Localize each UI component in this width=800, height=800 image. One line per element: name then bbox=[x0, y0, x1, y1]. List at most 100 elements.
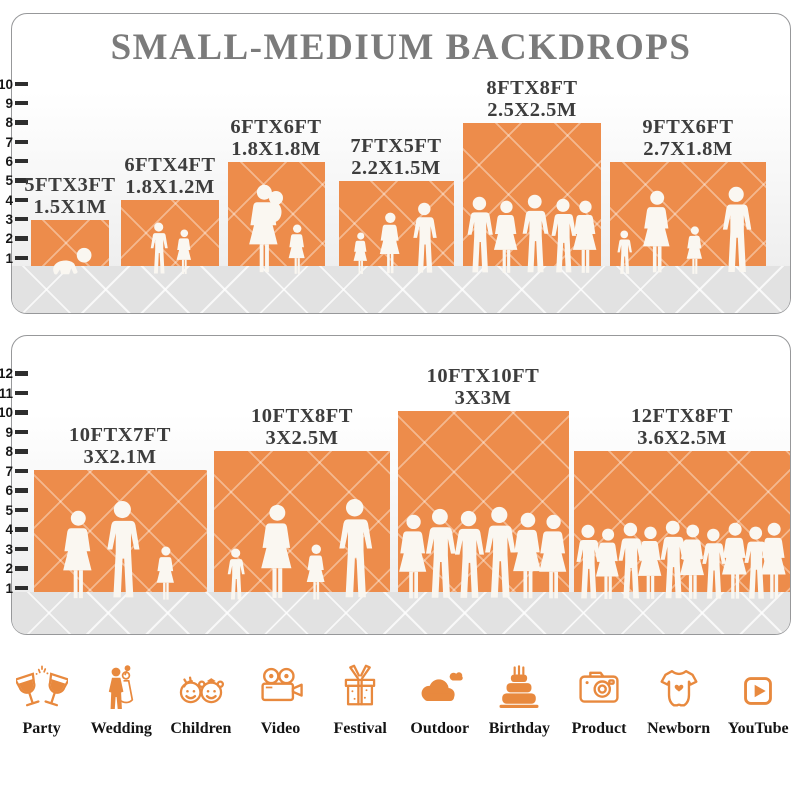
size-m: 1.5X1M bbox=[33, 196, 107, 218]
category-party: Party bbox=[4, 656, 80, 738]
ruler-tick: 7 bbox=[0, 135, 28, 150]
tick-dash bbox=[15, 101, 28, 106]
silhouette-figures bbox=[353, 202, 437, 275]
gift-box-icon bbox=[334, 656, 386, 714]
backdrop-bar-5ftx3ft bbox=[31, 220, 109, 275]
size-ft: 10FTX7FT bbox=[69, 424, 171, 446]
size-m: 2.2X1.5M bbox=[351, 157, 441, 179]
backdrop-label: 10FTX10FT 3X3M bbox=[398, 365, 568, 409]
ruler-tick: 8 bbox=[0, 115, 28, 130]
floor-strip bbox=[12, 266, 790, 313]
category-label: Party bbox=[22, 720, 61, 737]
category-label: Festival bbox=[333, 720, 387, 737]
tick-dash bbox=[15, 159, 28, 164]
size-ft: 5FTX3FT bbox=[24, 174, 116, 196]
tick-dash bbox=[15, 390, 28, 396]
backdrop-bar-6ftx6ft bbox=[228, 162, 325, 274]
video-camera-icon bbox=[255, 656, 307, 714]
large-panel: 12 11 10 9 8 7 6 5 4 3 2 1 10FTX7FT 3X2.1… bbox=[0, 335, 791, 635]
tick-dash bbox=[15, 449, 28, 454]
ruler-tick: 2 bbox=[0, 231, 28, 246]
ruler-tick: 7 bbox=[0, 464, 28, 479]
tick-dash bbox=[15, 429, 28, 435]
tick-dash bbox=[15, 197, 28, 203]
size-ft: 12FTX8FT bbox=[631, 405, 733, 427]
floor-strip bbox=[12, 592, 790, 634]
tick-dash bbox=[15, 236, 28, 241]
size-m: 3X2.1M bbox=[83, 446, 157, 468]
youtube-play-icon bbox=[735, 656, 781, 714]
backdrop-bar-10ftx10ft bbox=[398, 411, 569, 599]
tick-dash bbox=[15, 255, 28, 261]
category-youtube: YouTube bbox=[720, 656, 796, 738]
silhouette-figures bbox=[53, 247, 92, 275]
size-m: 1.8X1.8M bbox=[231, 138, 321, 160]
category-outdoor: Outdoor bbox=[402, 656, 478, 738]
backdrop-label: 7FTX5FT 2.2X1.5M bbox=[311, 135, 481, 179]
tick-dash bbox=[15, 527, 28, 532]
birthday-cake-icon bbox=[493, 656, 545, 714]
ruler-tick: 3 bbox=[0, 212, 28, 227]
tick-dash bbox=[15, 468, 28, 474]
wedding-couple-icon bbox=[97, 656, 145, 714]
ruler-tick: 1 bbox=[0, 251, 28, 266]
ruler-tick: 1 bbox=[0, 581, 28, 596]
category-label: Product bbox=[571, 720, 627, 737]
category-product: Product bbox=[561, 656, 637, 738]
ruler-tick: 9 bbox=[0, 425, 28, 440]
baby-onesie-icon bbox=[653, 656, 705, 714]
ruler-tick: 4 bbox=[0, 522, 28, 537]
ruler-tick: 5 bbox=[0, 503, 28, 518]
ruler-tick: 6 bbox=[0, 154, 28, 169]
page-title: SMALL-MEDIUM BACKDROPS bbox=[110, 27, 692, 68]
ruler-tick: 8 bbox=[0, 444, 28, 459]
tick-dash bbox=[15, 217, 28, 222]
tick-dash bbox=[15, 120, 28, 125]
category-label: Video bbox=[260, 720, 301, 737]
size-m: 2.7X1.8M bbox=[643, 138, 733, 160]
category-label: Children bbox=[170, 720, 232, 737]
category-wedding: Wedding bbox=[83, 656, 159, 738]
backdrop-bar-12ftx8ft bbox=[574, 451, 790, 599]
silhouette-figures bbox=[150, 222, 192, 274]
small-medium-panel: SMALL-MEDIUM BACKDROPS 10 9 8 7 6 5 4 3 … bbox=[0, 13, 791, 314]
ruler-tick: 6 bbox=[0, 483, 28, 498]
tick-dash bbox=[15, 488, 28, 493]
backdrop-bar-10ftx8ft bbox=[214, 451, 390, 600]
category-children: Children bbox=[163, 656, 239, 738]
clouds-icon bbox=[414, 656, 466, 714]
backdrop-bar-9ftx6ft bbox=[610, 162, 766, 274]
tick-dash bbox=[15, 585, 28, 591]
backdrop-label: 10FTX8FT 3X2.5M bbox=[217, 405, 387, 449]
size-ft: 6FTX6FT bbox=[230, 116, 322, 138]
tick-dash bbox=[15, 546, 28, 552]
category-label: YouTube bbox=[727, 720, 789, 737]
backdrop-bar-6ftx4ft bbox=[121, 200, 219, 274]
tick-dash bbox=[15, 507, 28, 513]
size-ft: 10FTX8FT bbox=[251, 405, 353, 427]
tick-dash bbox=[15, 139, 28, 145]
silhouette-figures bbox=[617, 186, 752, 274]
party-glasses-icon bbox=[15, 656, 68, 714]
ruler-tick: 3 bbox=[0, 542, 28, 557]
backdrop-label: 8FTX8FT 2.5X2.5M bbox=[447, 77, 617, 121]
silhouette-figures bbox=[576, 520, 786, 599]
size-m: 3X3M bbox=[454, 387, 512, 409]
backdrop-label: 10FTX7FT 3X2.1M bbox=[35, 424, 205, 468]
ruler-tick: 11 bbox=[0, 386, 28, 401]
size-m: 2.5X2.5M bbox=[487, 99, 577, 121]
size-ft: 8FTX8FT bbox=[486, 77, 578, 99]
silhouette-figures bbox=[249, 184, 305, 274]
ruler-tick: 2 bbox=[0, 561, 28, 576]
camera-icon bbox=[573, 656, 625, 714]
ruler-tick: 9 bbox=[0, 96, 28, 111]
size-ft: 7FTX5FT bbox=[350, 135, 442, 157]
ruler-tick: 5 bbox=[0, 173, 28, 188]
category-newborn: Newborn bbox=[641, 656, 717, 738]
category-label: Birthday bbox=[488, 720, 551, 737]
tick-dash bbox=[15, 81, 28, 87]
size-ft: 9FTX6FT bbox=[642, 116, 734, 138]
silhouette-figures bbox=[63, 500, 174, 600]
tick-dash bbox=[15, 371, 28, 376]
